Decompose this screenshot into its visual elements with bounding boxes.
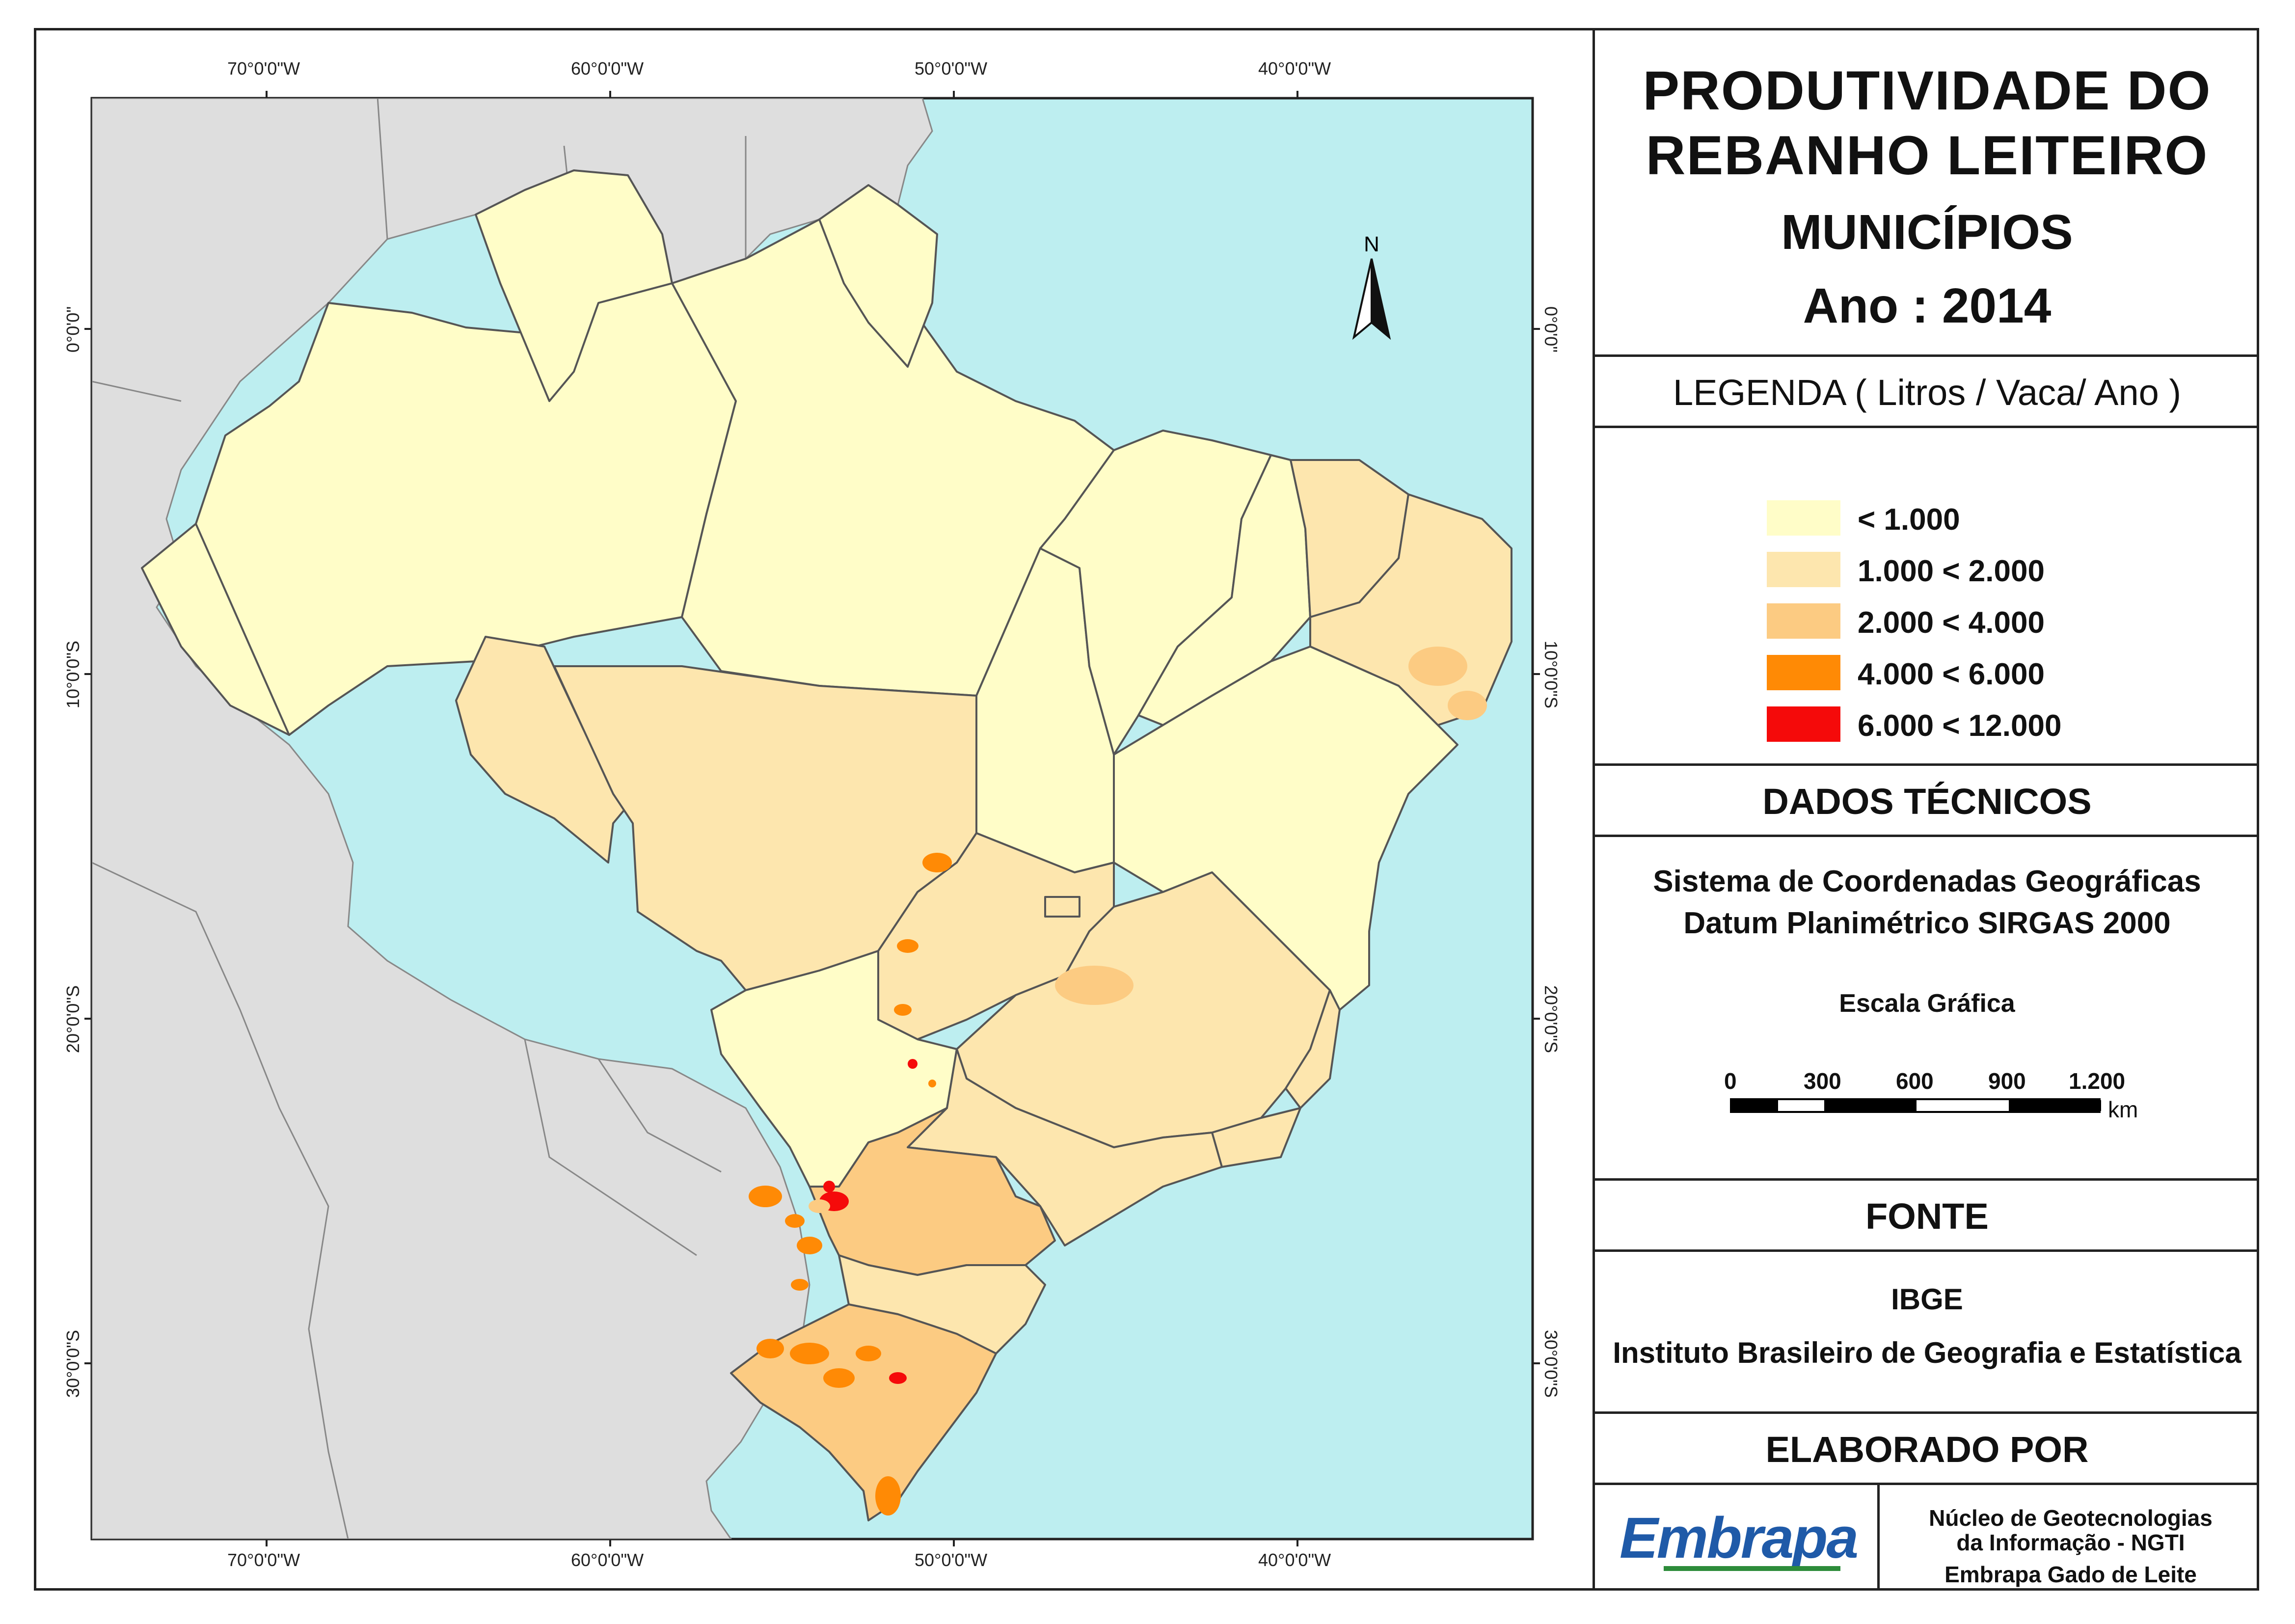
tech-line1: Sistema de Coordenadas Geográficas bbox=[1653, 865, 2201, 898]
lon-label-bottom: 50°0'0"W bbox=[915, 1550, 988, 1570]
lat-label-left: 30°0'0"S bbox=[63, 1329, 83, 1398]
scale-tick: 900 bbox=[1988, 1068, 2026, 1094]
source-line1: IBGE bbox=[1891, 1283, 1963, 1316]
lat-label-left: 10°0'0"S bbox=[63, 640, 83, 709]
north-arrow-icon bbox=[1352, 258, 1391, 340]
map-panel: N 70°0'0"W 60°0'0"W 50°0'0"W 40°0'0"W 70… bbox=[34, 28, 1593, 1591]
legend-swatch bbox=[1767, 655, 1840, 690]
tech-line2: Datum Planimétrico SIRGAS 2000 bbox=[1683, 906, 2171, 940]
lat-label-right: 30°0'0"S bbox=[1541, 1329, 1561, 1398]
source-header: FONTE bbox=[1865, 1196, 1989, 1237]
lon-label-top: 40°0'0"W bbox=[1258, 58, 1331, 79]
embrapa-logo-text: Embrapa bbox=[1620, 1506, 1859, 1570]
title-section: PRODUTIVIDADE DO REBANHO LEITEIRO MUNICÍ… bbox=[1595, 28, 2259, 357]
legend-header: LEGENDA ( Litros / Vaca/ Ano ) bbox=[1673, 372, 2182, 413]
info-panel: PRODUTIVIDADE DO REBANHO LEITEIRO MUNICÍ… bbox=[1593, 28, 2259, 1591]
lon-label-bottom: 70°0'0"W bbox=[227, 1550, 300, 1570]
credits-line3: Embrapa Gado de Leite bbox=[1944, 1562, 2197, 1587]
legend-label: < 1.000 bbox=[1858, 503, 1960, 537]
scale-unit: km bbox=[2108, 1097, 2138, 1122]
state-df bbox=[1044, 896, 1080, 918]
lon-label-bottom: 40°0'0"W bbox=[1258, 1550, 1331, 1570]
lon-label-top: 60°0'0"W bbox=[571, 58, 644, 79]
map-title-line1: PRODUTIVIDADE DO bbox=[1643, 60, 2212, 121]
scale-tick: 1.200 bbox=[2069, 1068, 2126, 1094]
lat-label-left: 0°0'0" bbox=[63, 306, 83, 353]
lat-label-right: 10°0'0"S bbox=[1541, 640, 1561, 709]
legend-label: 4.000 < 6.000 bbox=[1858, 657, 2045, 691]
map-year: Ano : 2014 bbox=[1803, 278, 2052, 333]
credits-header: ELABORADO POR bbox=[1765, 1429, 2089, 1470]
legend-label: 2.000 < 4.000 bbox=[1858, 606, 2045, 640]
map-title-line2: REBANHO LEITEIRO bbox=[1646, 125, 2209, 186]
credits-body: Embrapa Núcleo de Geotecnologias da Info… bbox=[1595, 1485, 2259, 1591]
legend-swatch bbox=[1767, 706, 1840, 742]
source-line2: Instituto Brasileiro de Geografia e Esta… bbox=[1613, 1336, 2241, 1369]
scale-tick: 0 bbox=[1724, 1068, 1737, 1094]
tech-header-section: DADOS TÉCNICOS bbox=[1595, 766, 2259, 837]
embrapa-logo: Embrapa bbox=[1595, 1485, 1880, 1591]
map-frame bbox=[34, 28, 2259, 1591]
legend-label: 6.000 < 12.000 bbox=[1858, 709, 2062, 743]
source-body: IBGE Instituto Brasileiro de Geografia e… bbox=[1595, 1252, 2259, 1414]
map-canvas[interactable]: N bbox=[34, 28, 1593, 1591]
lat-label-right: 0°0'0" bbox=[1541, 306, 1561, 353]
lon-label-top: 70°0'0"W bbox=[227, 58, 300, 79]
credits-header-section: ELABORADO POR bbox=[1595, 1414, 2259, 1485]
lat-label-left: 20°0'0"S bbox=[63, 985, 83, 1054]
scale-title: Escala Gráfica bbox=[1839, 989, 2015, 1018]
legend-body: < 1.000 1.000 < 2.000 2.000 < 4.000 4.00… bbox=[1595, 428, 2259, 766]
credits-line2: da Informação - NGTI bbox=[1956, 1530, 2185, 1555]
scale-tick: 600 bbox=[1896, 1068, 1934, 1094]
tech-body: Sistema de Coordenadas Geográficas Datum… bbox=[1595, 837, 2259, 1181]
lat-label-right: 20°0'0"S bbox=[1541, 985, 1561, 1054]
legend-swatch bbox=[1767, 603, 1840, 639]
tech-header: DADOS TÉCNICOS bbox=[1762, 781, 2092, 822]
legend-swatch bbox=[1767, 552, 1840, 587]
state-sao-paulo bbox=[907, 1048, 1223, 1246]
credits-line1: Núcleo de Geotecnologias bbox=[1929, 1505, 2213, 1531]
scale-bar: 0 300 600 900 1.200 km bbox=[1724, 1068, 2138, 1127]
scale-tick: 300 bbox=[1804, 1068, 1841, 1094]
state-amapa bbox=[818, 184, 938, 368]
legend-header-section: LEGENDA ( Litros / Vaca/ Ano ) bbox=[1595, 357, 2259, 428]
legend-label: 1.000 < 2.000 bbox=[1858, 554, 2045, 588]
legend-swatch bbox=[1767, 500, 1840, 536]
state-roraima bbox=[475, 169, 673, 402]
state-acre bbox=[141, 523, 290, 736]
lon-label-bottom: 60°0'0"W bbox=[571, 1550, 644, 1570]
map-subtitle: MUNICÍPIOS bbox=[1781, 205, 2073, 260]
north-arrow-label: N bbox=[1364, 232, 1379, 256]
source-header-section: FONTE bbox=[1595, 1181, 2259, 1252]
lon-label-top: 50°0'0"W bbox=[915, 58, 988, 79]
productivity-hotspots bbox=[749, 647, 1487, 1516]
